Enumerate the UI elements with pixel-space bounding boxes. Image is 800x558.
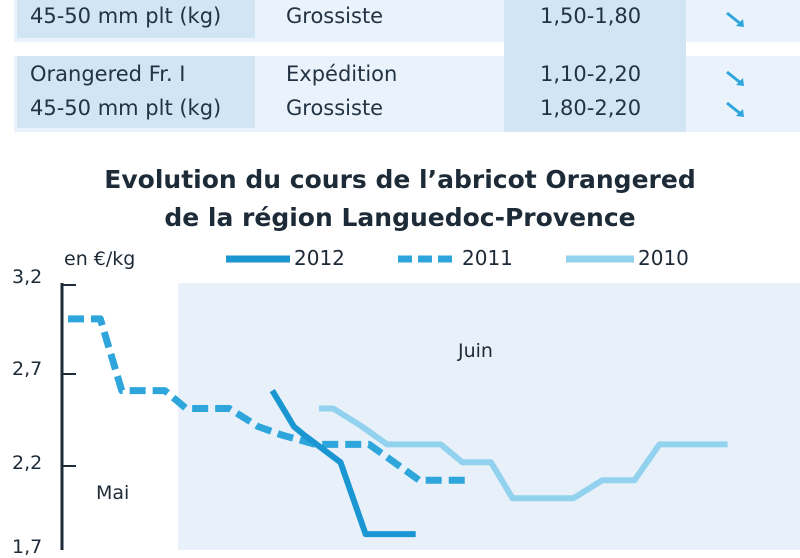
region-label-juin: Juin	[458, 340, 493, 362]
series-line-2010	[318, 405, 728, 502]
table-row-product: 45-50 mm plt (kg)	[30, 96, 222, 120]
table-row-price: 1,50-1,80	[540, 4, 642, 28]
table-row-price: 1,10-2,20	[540, 62, 642, 86]
legend-label-2011: 2011	[462, 246, 513, 270]
region-label-mai: Mai	[96, 482, 130, 504]
y-tick-label: 2,2	[12, 452, 43, 474]
trend-down-icon	[726, 101, 744, 117]
y-axis-unit: en €/kg	[64, 248, 136, 270]
y-tick-label: 2,7	[12, 358, 43, 380]
chart-title: Evolution du cours de l’abricot Orangere…	[104, 165, 696, 194]
series-line-2011	[68, 315, 470, 484]
price-column-bg	[504, 0, 686, 132]
series-line-2012	[269, 389, 416, 538]
chart-legend	[226, 255, 634, 263]
product-cell-bg	[17, 56, 255, 128]
y-tick-label: 3,2	[12, 266, 43, 288]
table-row-stage: Grossiste	[286, 96, 384, 120]
june-shaded-region	[178, 283, 800, 550]
table-row-product: 45-50 mm plt (kg)	[30, 4, 222, 28]
chart-subtitle: de la région Languedoc-Provence	[164, 203, 636, 232]
product-cell-bg	[17, 0, 255, 38]
table-row-price: 1,80-2,20	[540, 96, 642, 120]
table-row-product: Orangered Fr. I	[30, 62, 186, 86]
trend-down-icon	[726, 11, 744, 27]
price-table	[14, 0, 800, 132]
legend-label-2010: 2010	[638, 246, 689, 270]
legend-label-2012: 2012	[294, 246, 345, 270]
trend-down-icon	[726, 70, 744, 86]
table-row-stage: Grossiste	[286, 4, 384, 28]
table-row-stage: Expédition	[286, 62, 398, 86]
